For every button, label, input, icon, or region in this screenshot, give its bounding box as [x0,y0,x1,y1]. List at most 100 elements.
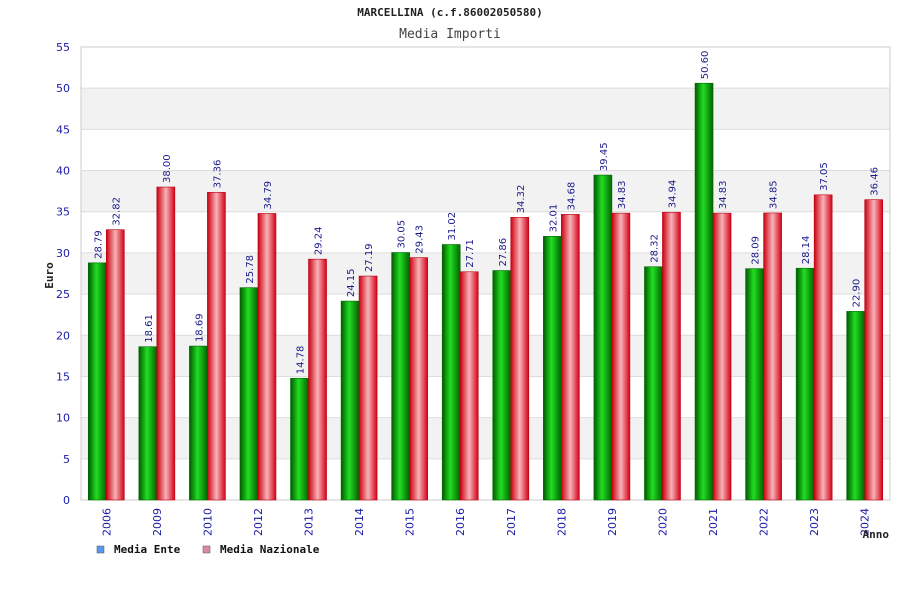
y-tick-label: 5 [63,453,70,466]
bar-media-nazionale [864,199,884,501]
x-tick-label: 2018 [555,508,568,536]
data-label: 38.00 [162,154,173,183]
y-tick-label: 55 [56,41,70,54]
x-tick-label: 2006 [100,508,113,536]
x-tick-label: 2021 [707,508,720,536]
data-label: 14.78 [296,346,307,375]
data-label: 29.24 [314,227,325,256]
data-label: 28.09 [751,236,762,265]
y-tick-label: 30 [56,247,70,260]
data-label: 28.14 [801,236,812,265]
bar-media-nazionale [156,186,176,501]
data-label: 34.85 [769,180,780,209]
y-tick-label: 10 [56,412,70,425]
bar-media-ente [391,252,410,501]
legend: Media Ente Media Nazionale [96,543,320,556]
x-tick-label: 2014 [353,508,366,536]
bar-media-ente [87,262,107,501]
bar-media-nazionale [763,212,782,501]
bar-media-ente [340,300,360,501]
plot-band [81,88,890,130]
x-tick-label: 2023 [808,508,821,536]
bar-media-ente [290,377,309,501]
bar-media-nazionale [207,191,226,501]
data-label: 27.86 [498,238,509,267]
legend-swatch-media-nazionale [202,545,211,554]
data-label: 27.71 [465,239,476,268]
x-tick-label: 2019 [606,508,619,536]
data-label: 34.83 [718,180,729,209]
data-label: 18.61 [144,314,155,343]
y-tick-label: 40 [56,165,70,178]
data-label: 28.32 [649,234,660,263]
data-label: 34.94 [667,180,678,209]
bar-media-nazionale [358,275,378,501]
data-label: 24.15 [346,268,357,297]
data-label: 32.82 [111,197,122,226]
y-tick-label: 35 [56,206,70,219]
bar-media-ente [441,244,461,501]
x-tick-label: 2013 [303,508,316,536]
x-tick-label: 2009 [151,508,164,536]
data-label: 29.43 [415,225,426,254]
bar-media-ente [694,82,714,501]
bar-media-ente [745,268,764,501]
x-tick-label: 2017 [505,508,518,536]
y-axis-label: Euro [43,262,56,289]
data-label: 28.79 [93,230,104,259]
legend-label-media-nazionale: Media Nazionale [220,543,320,556]
bar-media-nazionale [510,217,530,501]
y-tick-label: 0 [63,494,70,507]
data-label: 32.01 [548,204,559,233]
data-label: 34.79 [263,181,274,210]
data-label: 37.05 [819,162,830,191]
bar-media-ente [543,236,562,501]
data-label: 18.69 [194,313,205,342]
x-axis-label: Anno [863,528,890,541]
chart-subtitle: Media Importi [399,27,501,42]
data-label: 34.32 [516,185,527,214]
data-labels: 28.79 32.82 18.61 38.00 18.69 37.36 25.78 34.79… [93,51,880,375]
legend-swatch-media-ente [96,545,105,554]
y-tick-label: 25 [56,288,70,301]
bar-media-ente [644,266,663,501]
bar-media-ente [492,270,512,501]
x-tick-label: 2010 [201,508,214,536]
bar-media-nazionale [257,213,277,501]
data-label: 34.68 [566,182,577,211]
data-label: 39.45 [599,142,610,171]
legend-label-media-ente: Media Ente [114,543,181,556]
bar-media-nazionale [662,211,681,501]
x-tick-label: 2012 [252,508,265,536]
x-tick-label: 2015 [404,508,417,536]
bar-media-nazionale [813,194,833,501]
x-tick-label: 2020 [656,508,669,536]
data-label: 27.19 [364,243,375,272]
plot-frame [80,46,891,501]
x-tick-label: 2024 [859,508,872,536]
bar-media-nazionale [409,257,428,501]
bar-media-ente [795,267,815,501]
bar-media-nazionale [561,214,580,501]
data-label: 36.46 [870,167,881,196]
bar-media-nazionale [712,212,732,501]
bar-media-nazionale [308,258,327,501]
chart-title: MARCELLINA (c.f.86002050580) [357,6,542,19]
bar-media-nazionale [611,212,631,501]
data-label: 22.90 [852,279,863,308]
bar-media-ente [239,287,259,501]
bar-media-ente [189,345,208,501]
data-label: 37.36 [212,160,223,189]
y-tick-label: 15 [56,370,70,383]
x-axis-ticks: 2006 2009 2010 2012 2013 2014 2015 2016 2017 2018… [100,508,871,536]
y-tick-label: 50 [56,82,70,95]
x-tick-label: 2016 [454,508,467,536]
bar-media-ente [593,174,613,501]
data-label: 34.83 [617,180,628,209]
data-label: 30.05 [397,220,408,249]
y-tick-label: 20 [56,329,70,342]
x-tick-label: 2022 [758,508,771,536]
bar-media-nazionale [105,229,125,501]
y-tick-label: 45 [56,123,70,136]
